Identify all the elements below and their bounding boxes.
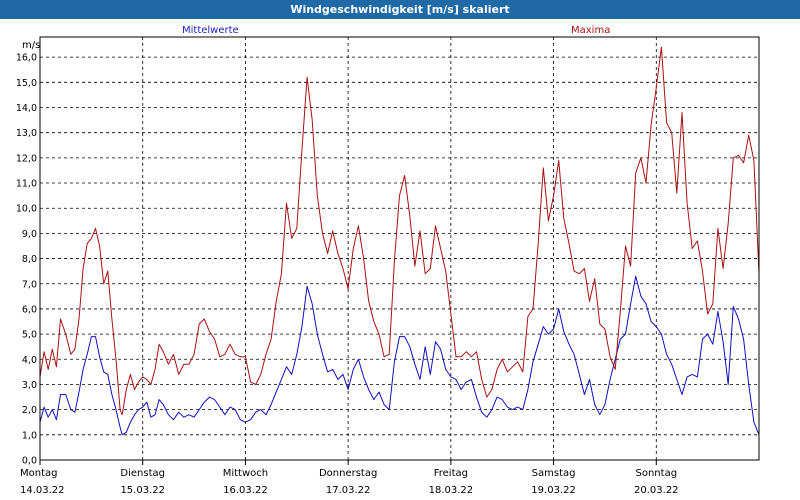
x-tick-date: 17.03.22 — [326, 485, 371, 496]
series-layer — [39, 46, 760, 436]
x-tick-day: Montag — [20, 468, 57, 479]
x-tick-day: Dienstag — [120, 468, 165, 479]
series-line-mittelwerte — [39, 275, 760, 436]
y-tick-labels: 0,0 1,0 2,0 3,0 4,0 5,0 6,0 7,0 8,0 9,0 10,0 11,0 12… — [16, 53, 37, 467]
x-tick-date: 18.03.22 — [429, 485, 474, 496]
y-tick-label: 14,0 — [16, 103, 37, 114]
y-tick-label: 8,0 — [22, 254, 37, 265]
x-tick-date: 14.03.22 — [20, 485, 65, 496]
y-tick-label: 1,0 — [22, 430, 37, 441]
chart-title: Windgeschwindigkeit [m/s] skaliert — [0, 0, 800, 19]
y-tick-label: 3,0 — [22, 380, 37, 391]
x-tick-day: Freitag — [434, 468, 468, 479]
grid-layer — [39, 37, 759, 465]
x-tick-day: Mittwoch — [223, 468, 268, 479]
y-tick-label: 6,0 — [22, 304, 37, 315]
x-tick-labels: Montag 14.03.22 Dienstag 15.03.22 Mittwoch 16… — [20, 468, 679, 496]
plot-frame — [39, 36, 760, 461]
x-tick-day: Donnerstag — [319, 468, 377, 479]
y-tick-label: 10,0 — [16, 204, 37, 215]
legend-mittelwerte: Mittelwerte — [182, 25, 239, 36]
x-tick-date: 19.03.22 — [531, 485, 576, 496]
x-tick-day: Sonntag — [636, 468, 678, 479]
x-tick-date: 16.03.22 — [223, 485, 268, 496]
y-tick-label: 7,0 — [22, 279, 37, 290]
x-tick-date: 15.03.22 — [120, 485, 165, 496]
x-tick-date: 20.03.22 — [634, 485, 679, 496]
legend-maxima: Maxima — [571, 25, 611, 36]
y-tick-label: 5,0 — [22, 330, 37, 341]
y-tick-label: 15,0 — [16, 78, 37, 89]
y-tick-label: 13,0 — [16, 128, 37, 139]
y-axis-unit: m/s — [22, 40, 41, 51]
x-tick-day: Samstag — [532, 468, 576, 479]
y-tick-label: 9,0 — [22, 229, 37, 240]
y-tick-label: 0,0 — [22, 456, 37, 467]
y-tick-label: 2,0 — [22, 405, 37, 416]
y-tick-label: 16,0 — [16, 53, 37, 64]
y-tick-label: 4,0 — [22, 355, 37, 366]
series-line-maxima — [39, 46, 760, 416]
y-tick-label: 12,0 — [16, 153, 37, 164]
y-tick-label: 11,0 — [16, 179, 37, 190]
